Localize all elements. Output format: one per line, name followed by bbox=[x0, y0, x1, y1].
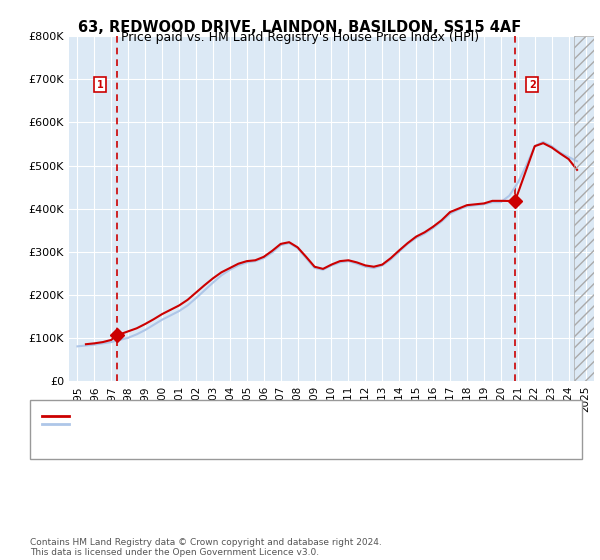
Text: 30% ↓ HPI: 30% ↓ HPI bbox=[420, 446, 479, 456]
Text: 2: 2 bbox=[529, 80, 536, 90]
Text: 2: 2 bbox=[38, 446, 46, 456]
Text: Price paid vs. HM Land Registry's House Price Index (HPI): Price paid vs. HM Land Registry's House … bbox=[121, 31, 479, 44]
Text: 05-NOV-2020: 05-NOV-2020 bbox=[78, 446, 152, 456]
Text: HPI: Average price, detached house, Basildon: HPI: Average price, detached house, Basi… bbox=[75, 419, 313, 429]
Text: Contains HM Land Registry data © Crown copyright and database right 2024.
This d: Contains HM Land Registry data © Crown c… bbox=[30, 538, 382, 557]
Text: 1: 1 bbox=[97, 80, 103, 90]
Text: 63, REDWOOD DRIVE, LAINDON, BASILDON, SS15 4AF (detached house): 63, REDWOOD DRIVE, LAINDON, BASILDON, SS… bbox=[75, 410, 452, 421]
Text: 63, REDWOOD DRIVE, LAINDON, BASILDON, SS15 4AF: 63, REDWOOD DRIVE, LAINDON, BASILDON, SS… bbox=[79, 20, 521, 35]
Text: ≈ HPI: ≈ HPI bbox=[420, 435, 451, 445]
Text: 1: 1 bbox=[38, 435, 46, 445]
Text: 30-APR-1997: 30-APR-1997 bbox=[78, 435, 150, 445]
Text: £417,500: £417,500 bbox=[252, 446, 305, 456]
Text: £106,995: £106,995 bbox=[252, 435, 305, 445]
